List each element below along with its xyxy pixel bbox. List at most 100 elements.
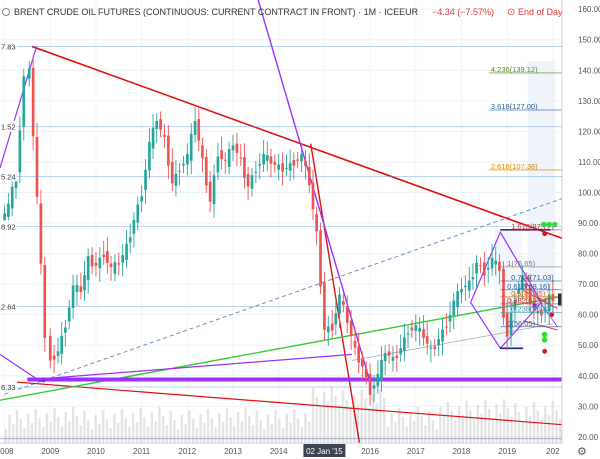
volume-bar [30,423,34,443]
candle-body [288,163,292,171]
volume-bar [308,422,311,443]
candle-body [456,291,459,308]
volume-bar [161,416,165,443]
x-tick-label: 2008 [0,447,14,456]
candle-body [178,170,181,172]
volume-bar [442,416,446,443]
gear-icon[interactable]: ⚙ [577,446,587,458]
volume-bar [49,422,52,443]
volume-bar [19,419,22,443]
volume-bar [83,411,86,443]
y-tick-label: 120.00 [578,127,600,136]
volume-bar [135,422,139,443]
candle-body [262,153,265,165]
volume-bar [34,409,37,443]
candle-body [39,203,43,264]
volume-bar [323,392,326,443]
volume-bar [491,418,495,443]
candle-body [429,347,433,349]
red-steep-drop [310,143,362,453]
volume-bar [270,424,273,443]
volume-bar [401,417,405,443]
volume-bar [353,395,356,443]
candle-body [167,135,170,166]
y-axis[interactable]: 20.00 30.00 40.00 50.00 60.00 70.00 80.00 90.00… [561,0,600,459]
candle-body [132,219,136,234]
volume-bar [206,409,210,443]
level-label: 8.92 [1,222,16,231]
candle-body [170,161,174,184]
volume-bar [499,413,502,443]
level-label: 2.64 [1,303,16,312]
x-tick-label: 2017 [407,447,425,456]
volume-bar [375,403,378,443]
candle-body [471,277,475,280]
volume-bar [173,420,176,443]
volume-bar [472,419,476,443]
candle-body [197,119,201,141]
candle-body [136,204,140,223]
x-tick-label: 2011 [133,447,151,456]
candle-body [475,262,478,274]
candle-body [216,156,220,173]
volume-bar [379,389,382,443]
volume-bar [176,429,180,443]
x-axis-panel [0,443,600,459]
x-tick-label: 2012 [178,447,196,456]
volume-bar [75,416,79,443]
volume-bar [188,410,191,443]
fib-levels: 4.236(139.12) 3.618(127.00) 2.618(107.38) 1… [488,65,562,328]
candle-body [277,164,281,170]
y-tick-label: 90.00 [578,219,599,228]
y-tick-label: 70.00 [578,280,599,289]
volume-bar [540,420,543,443]
volume-bar [68,421,71,443]
candle-body [353,340,357,348]
forecast-area [527,61,556,315]
candle-body [490,257,494,269]
volume-bar [113,414,116,443]
candle-body [22,76,26,127]
volume-bar [42,427,45,443]
volume-bars [4,387,566,443]
volume-bar [180,415,184,443]
x-axis[interactable]: 2008 2009 2010 2011 2012 2013 2014 02 Jan '15 20… [0,442,600,459]
volume-bar [169,411,172,443]
volume-bar [218,413,221,443]
volume-bar [439,407,442,443]
volume-bar [487,409,491,443]
candle-body [467,280,471,291]
volume-bar [409,412,412,443]
candle-body [121,255,125,263]
red-signal-dot [549,312,555,317]
volume-bar [225,408,229,443]
y-axis-panel [562,0,600,459]
candle-body [246,174,250,187]
volume-bar [367,408,371,443]
candle-body [269,156,273,164]
candle-body [71,285,75,308]
volume-bar [128,427,131,443]
candle-body [326,326,330,333]
candle-body [273,161,277,165]
y-tick-label: 100.00 [578,188,600,197]
volume-bar [300,427,303,443]
volume-bar [510,417,513,443]
symbol-dot-icon [2,8,10,16]
candle-body [520,276,524,290]
candle-body [67,307,71,322]
volume-bar [124,418,127,443]
candle-body [387,351,391,356]
volume-bar [476,405,480,443]
volume-bar [38,418,41,443]
volume-bar [521,421,525,443]
candle-body [189,133,193,161]
candle-body [250,175,254,189]
volume-bar [8,415,11,443]
candle-body [265,155,269,161]
volume-bar [544,406,547,443]
level-label: 6.33 [1,383,16,392]
volume-bar [191,419,195,443]
